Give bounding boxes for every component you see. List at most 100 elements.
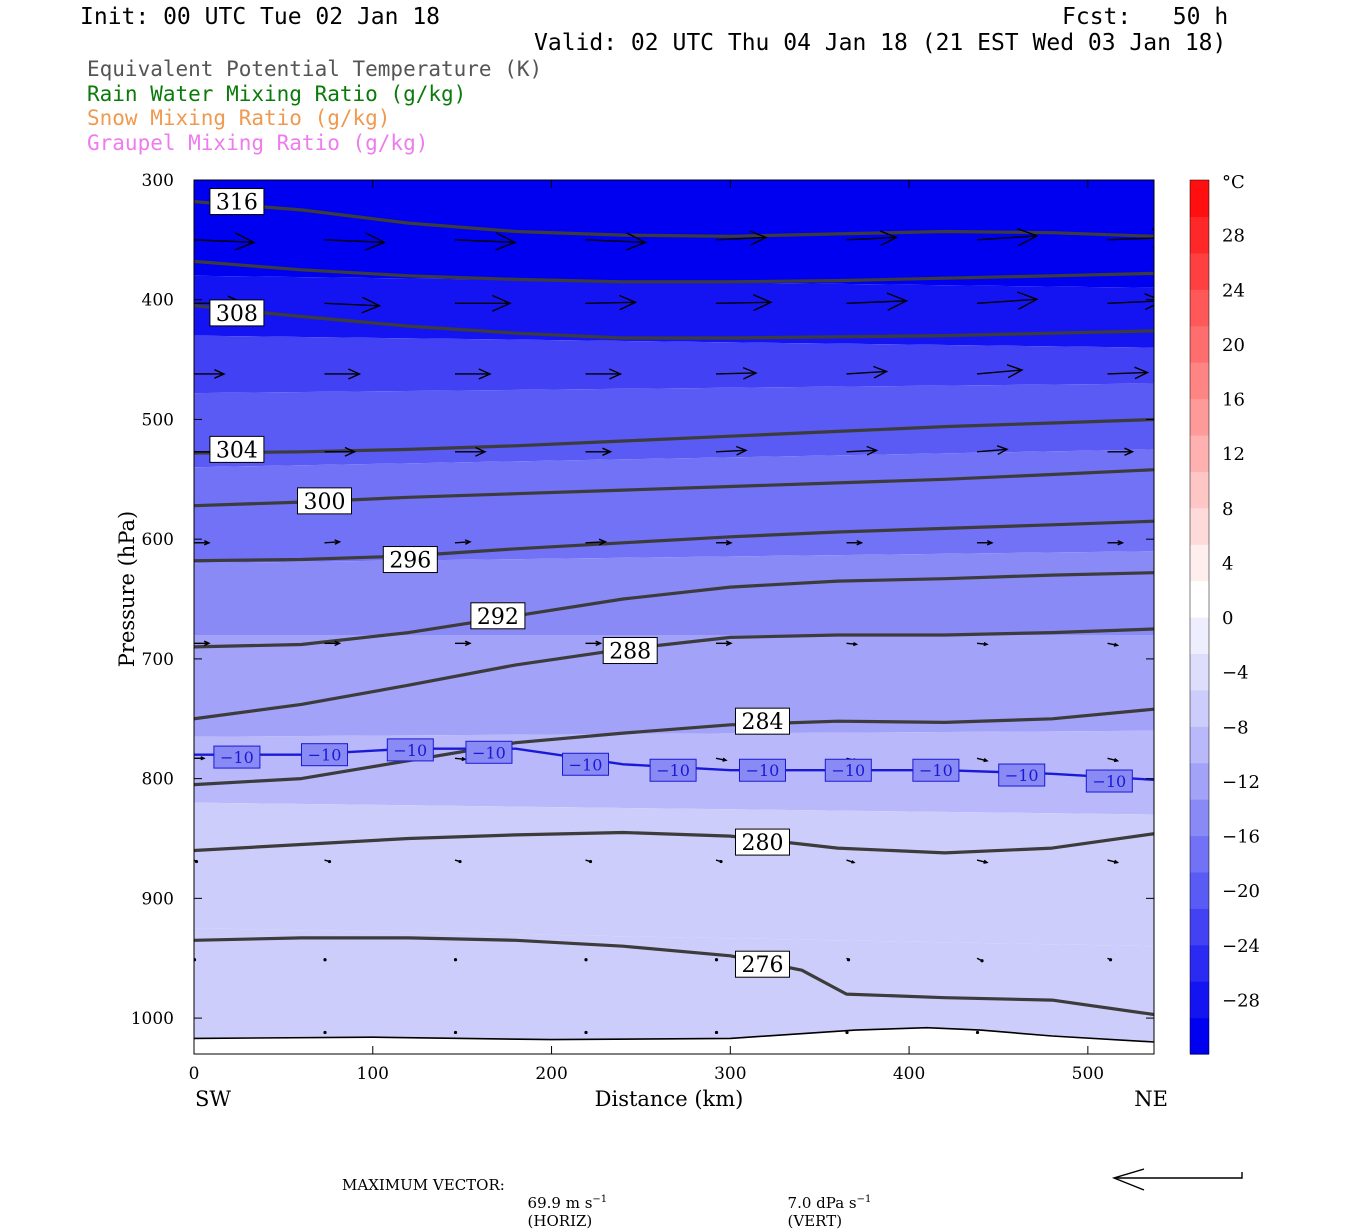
- y-tick-label: 300: [142, 171, 174, 191]
- x-axis-label: Distance (km): [595, 1087, 744, 1111]
- wind-vector: [585, 640, 603, 647]
- wind-vector: [585, 232, 648, 251]
- colorbar-swatch: [1190, 180, 1209, 218]
- theta-e-label-text: 296: [389, 549, 431, 574]
- wind-shaft: [585, 301, 636, 305]
- wind-vector: [976, 364, 1024, 379]
- wind-head: [458, 859, 462, 864]
- wind-head: [453, 1030, 458, 1035]
- colorbar-tick-label: −8: [1222, 717, 1249, 738]
- y-tick-label: 1000: [131, 1009, 174, 1029]
- colorbar-unit: °C: [1222, 172, 1245, 193]
- colorbar-tick-label: 28: [1222, 226, 1245, 247]
- isotherm-label-box: [649, 758, 697, 782]
- horiz-value: 69.9 m s: [527, 1194, 593, 1212]
- wind-head: [725, 640, 733, 647]
- theta-e-label-text: 284: [741, 710, 783, 735]
- wind-vector: [584, 957, 588, 962]
- wind-head: [722, 757, 728, 762]
- isotherm-label-text: −10: [1092, 772, 1126, 791]
- wind-head: [983, 641, 989, 647]
- sw-label: SW: [195, 1087, 231, 1111]
- colorbar-tick-label: −28: [1222, 990, 1260, 1011]
- theta-e-316: [194, 200, 1154, 238]
- max-horiz-vector: 69.9 m s−1 (HORIZ): [518, 1176, 608, 1230]
- wind-head: [625, 232, 648, 251]
- isotherm-label-text: −10: [472, 743, 506, 762]
- wind-vector: [324, 232, 387, 251]
- axes: 0 100 200 300 400 500 300 400 500 600 700 800 900 100…: [115, 171, 1168, 1111]
- wind-head: [495, 232, 517, 251]
- wind-head: [719, 859, 723, 864]
- wind-head: [203, 539, 211, 546]
- wind-head: [323, 1030, 327, 1035]
- wind-vector: [715, 294, 773, 312]
- y-tick-label: 400: [142, 291, 174, 311]
- wind-vector: [1107, 642, 1120, 647]
- wind-head: [873, 365, 889, 379]
- theta-e-label-text: 308: [216, 302, 258, 327]
- wind-shaft: [846, 370, 887, 375]
- wind-head: [214, 369, 226, 379]
- theta-e-label-text: 288: [609, 640, 651, 665]
- wind-vector: [585, 294, 638, 311]
- wind-vector: [716, 539, 733, 546]
- isotherm-label-box: [824, 758, 872, 782]
- terrain-line: [194, 1026, 1154, 1043]
- isotherm-label: −10: [386, 738, 434, 762]
- wind-vector: [454, 539, 472, 545]
- wind-head: [1151, 228, 1154, 248]
- wind-vector: [324, 539, 342, 545]
- colorbar-tick-label: −20: [1222, 881, 1260, 902]
- temp-band-2: [194, 335, 1154, 394]
- colorbar-swatch: [1190, 434, 1209, 472]
- wind-vector: [976, 641, 989, 647]
- wind-shaft: [585, 541, 606, 544]
- colorbar-swatch: [1190, 799, 1209, 837]
- theta-e-276: [194, 936, 1154, 1017]
- wind-vector: [585, 368, 623, 380]
- wind-head: [602, 447, 613, 456]
- wind-head: [742, 366, 758, 380]
- theta-e-296: [194, 519, 1154, 563]
- vert-tag: (VERT): [787, 1212, 843, 1230]
- wind-head: [461, 756, 467, 762]
- isotherm-label-text: −10: [831, 761, 865, 780]
- plot-frame: [193, 179, 1155, 1055]
- theta-e-label-300: 300: [297, 487, 353, 515]
- temp-band-8: [194, 802, 1154, 947]
- colorbar-swatch: [1190, 726, 1209, 764]
- terrain-layer: [194, 1026, 1154, 1054]
- theta-e-label-284: 284: [734, 707, 790, 735]
- wind-vector: [194, 232, 256, 251]
- wind-shaft: [715, 449, 747, 453]
- colorbar-tick-label: 20: [1222, 335, 1245, 356]
- wind-vector: [715, 445, 748, 456]
- isotherm-label: −10: [649, 758, 697, 782]
- wind-head: [753, 294, 773, 312]
- y-tick-label: 600: [142, 530, 174, 550]
- isotherm-label-box: [213, 745, 261, 769]
- wind-shaft: [324, 239, 385, 244]
- wind-head: [983, 859, 989, 864]
- theta-e-292: [194, 571, 1154, 649]
- x-tick-label: 200: [535, 1064, 567, 1084]
- theta-e-label-304: 304: [209, 435, 265, 463]
- wind-head: [1113, 758, 1120, 763]
- temperature-fill: [194, 180, 1154, 1054]
- theta-e-label-276: 276: [734, 950, 790, 978]
- colorbar: °C 28 24 20 16 12 8 4 0 −4 −8 −12 −16 −20 −24 −28: [1189, 172, 1260, 1055]
- wind-shaft: [976, 369, 1023, 375]
- temp-band-3: [194, 383, 1154, 468]
- wind-shaft: [846, 236, 897, 241]
- colorbar-tick-label: 16: [1222, 390, 1245, 411]
- wind-head: [492, 294, 512, 312]
- wind-head: [584, 958, 588, 962]
- colorbar-tick-label: −16: [1222, 827, 1260, 848]
- colorbar-swatch: [1190, 653, 1209, 691]
- theta-e-label-text: 316: [216, 191, 258, 216]
- wind-head: [879, 230, 899, 246]
- theta-e-300: [194, 468, 1154, 508]
- wind-head: [714, 1030, 719, 1035]
- theta-e-label-text: 280: [741, 831, 783, 856]
